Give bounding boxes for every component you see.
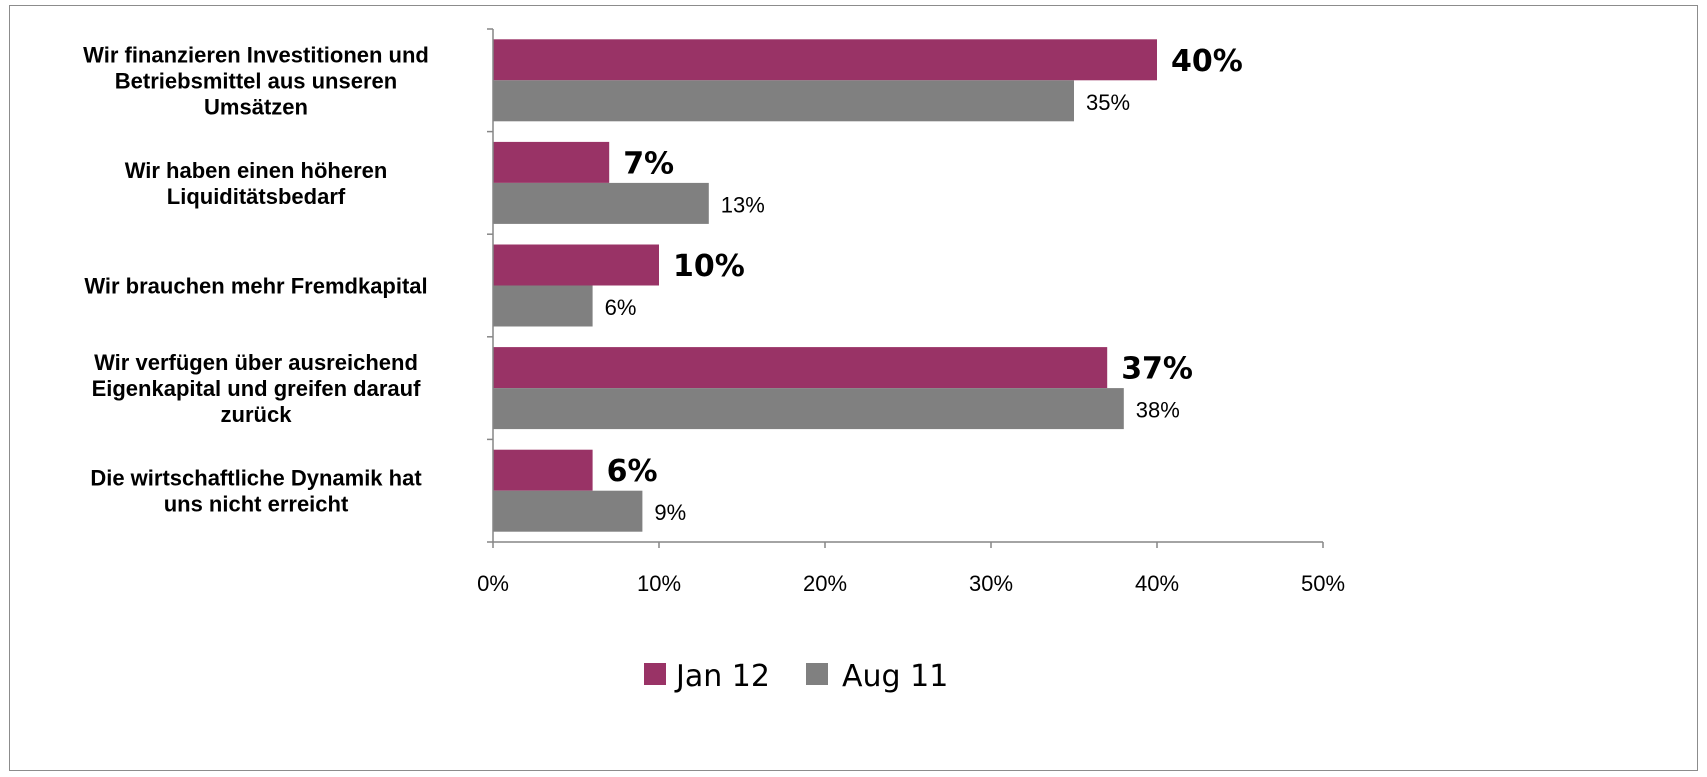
legend-label-aug11: Aug 11: [842, 659, 948, 694]
x-tick-label-5: 50%: [1301, 571, 1345, 596]
category-label-4-0: Die wirtschaftliche Dynamik hat: [90, 466, 422, 491]
category-label-1-0: Wir haben einen höheren: [125, 158, 388, 183]
category-label-3-0: Wir verfügen über ausreichend: [94, 350, 418, 375]
bar-aug11-0: [493, 80, 1074, 122]
bar-aug11-1: [493, 182, 709, 224]
data-label-aug11-3: 38%: [1136, 398, 1180, 423]
x-tick-label-4: 40%: [1135, 571, 1179, 596]
bar-aug11-3: [493, 388, 1124, 430]
data-label-jan12-4: 6%: [607, 454, 658, 489]
x-tick-label-3: 30%: [969, 571, 1013, 596]
bar-aug11-4: [493, 490, 643, 532]
category-label-3-2: zurück: [221, 402, 293, 427]
data-label-jan12-1: 7%: [623, 146, 674, 181]
legend-swatch-jan12: [644, 663, 666, 685]
category-label-0-1: Betriebsmittel aus unseren: [115, 68, 397, 93]
legend-swatch-aug11: [806, 663, 828, 685]
bar-aug11-2: [493, 285, 593, 327]
category-label-2-0: Wir brauchen mehr Fremdkapital: [84, 274, 427, 299]
legend-label-jan12: Jan 12: [674, 659, 770, 694]
category-label-1-1: Liquiditätsbedarf: [167, 184, 346, 209]
category-label-0-2: Umsätzen: [204, 94, 308, 119]
data-label-jan12-3: 37%: [1121, 352, 1193, 387]
x-tick-label-1: 10%: [637, 571, 681, 596]
bar-jan12-3: [493, 347, 1108, 389]
x-tick-label-0: 0%: [477, 571, 509, 596]
data-label-aug11-4: 9%: [654, 500, 686, 525]
data-label-aug11-1: 13%: [721, 192, 765, 217]
x-tick-label-2: 20%: [803, 571, 847, 596]
bar-jan12-0: [493, 39, 1157, 81]
data-label-aug11-0: 35%: [1086, 90, 1130, 115]
category-label-0-0: Wir finanzieren Investitionen und: [83, 42, 429, 67]
bar-jan12-4: [493, 449, 593, 491]
category-label-3-1: Eigenkapital und greifen darauf: [92, 376, 422, 401]
data-label-jan12-0: 40%: [1171, 44, 1243, 79]
category-label-4-1: uns nicht erreicht: [164, 492, 349, 517]
bar-jan12-2: [493, 244, 659, 286]
data-label-jan12-2: 10%: [673, 249, 745, 284]
bar-jan12-1: [493, 141, 610, 183]
data-label-aug11-2: 6%: [605, 295, 637, 320]
